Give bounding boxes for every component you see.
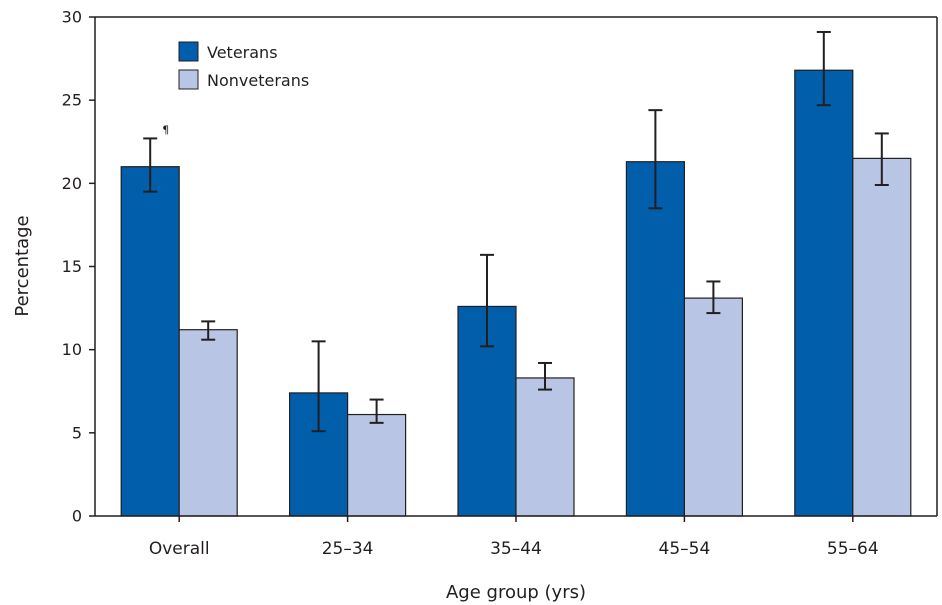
y-tick-label: 20: [62, 174, 82, 193]
error-bar-nonveterans-35-44: [538, 361, 552, 391]
bar-nonveterans-45-54: [683, 297, 744, 517]
bar-nonveterans-35-44: [515, 377, 575, 517]
legend-label-veterans: Veterans: [207, 43, 278, 62]
error-bar-veterans-25-34: [311, 340, 326, 433]
y-axis-title: Percentage: [12, 215, 33, 316]
x-axis-title: Age group (yrs): [446, 582, 586, 603]
error-bar-nonveterans-overall: [201, 320, 216, 341]
annotation-mark: ¶: [162, 123, 169, 136]
legend-swatch-nonveterans: [178, 69, 199, 90]
bar-nonveterans-overall: [178, 329, 238, 517]
legend-swatch-veterans: [178, 41, 199, 62]
bar-veterans-55-64: [794, 69, 854, 517]
x-category-label: Overall: [149, 539, 210, 559]
error-bar-veterans-55-64: [816, 30, 831, 107]
x-category-label: 55–64: [827, 539, 879, 559]
x-category-label: 45–54: [659, 539, 711, 559]
legend-label-nonveterans: Nonveterans: [207, 71, 309, 90]
error-bar-veterans-35-44: [480, 253, 494, 348]
bar-nonveterans-25-34: [347, 413, 407, 517]
annotations: ¶: [162, 123, 169, 136]
bars-layer: [120, 69, 912, 517]
y-tick-label: 30: [62, 8, 82, 27]
x-category-label: 25–34: [322, 539, 374, 559]
y-tick-label: 0: [72, 507, 82, 526]
error-bar-nonveterans-25-34: [369, 398, 384, 424]
y-tick-label: 25: [62, 91, 82, 110]
bar-veterans-45-54: [625, 161, 686, 517]
y-ticks: 0 5 10 15 20 25 30: [62, 8, 95, 526]
legend: Veterans Nonveterans: [178, 41, 309, 90]
bar-nonveterans-55-64: [852, 157, 912, 517]
error-bar-nonveterans-45-54: [706, 280, 721, 315]
y-tick-label: 15: [62, 257, 82, 276]
error-bar-veterans-overall: [143, 137, 158, 193]
x-category-labels: Overall 25–34 35–44 45–54 55–64: [149, 516, 879, 559]
y-tick-label: 10: [62, 340, 82, 359]
error-bar-nonveterans-55-64: [874, 132, 889, 186]
y-tick-label: 5: [72, 423, 82, 442]
bar-veterans-overall: [120, 166, 180, 517]
x-category-label: 35–44: [490, 539, 542, 559]
error-bars-layer: [143, 30, 889, 433]
error-bar-veterans-45-54: [648, 109, 663, 210]
